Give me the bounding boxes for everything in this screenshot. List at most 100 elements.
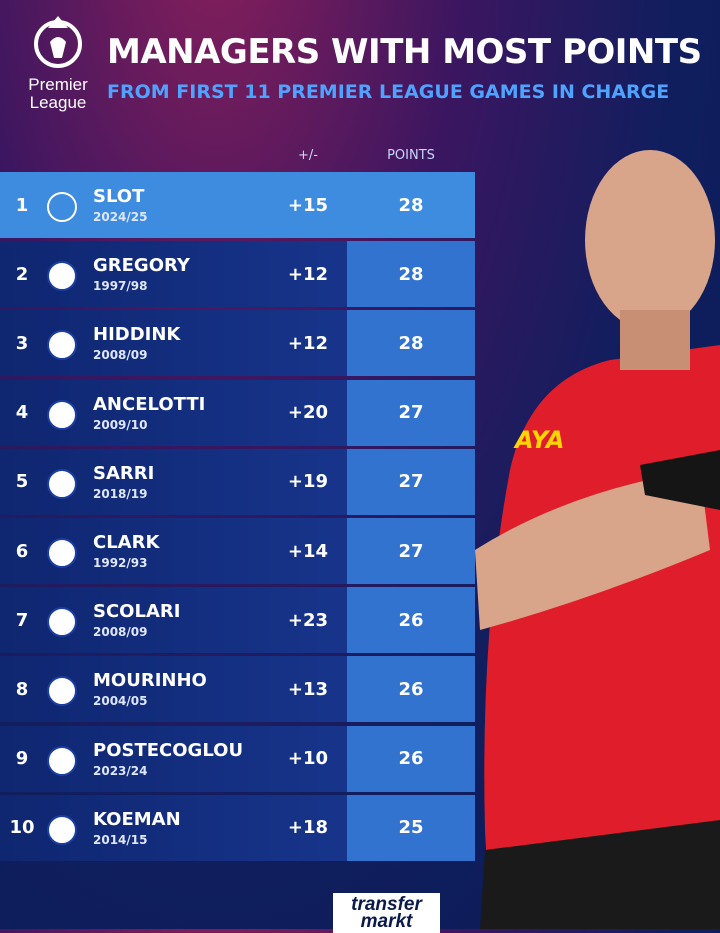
club-crest bbox=[47, 607, 77, 638]
rank: 10 bbox=[9, 817, 35, 839]
goal-difference: +15 bbox=[287, 194, 329, 216]
footer-logo-text: markt bbox=[360, 911, 413, 932]
points: 27 bbox=[398, 471, 424, 493]
manager-name: GREGORY bbox=[93, 255, 190, 277]
table-row: 10 KOEMAN 2014/15 +18 25 bbox=[0, 794, 475, 861]
manager-name: ANCELOTTI bbox=[93, 393, 206, 415]
manager-name: MOURINHO bbox=[93, 670, 207, 692]
points-cell bbox=[347, 379, 475, 446]
table-row: 1 SLOT 2024/25 +15 28 bbox=[0, 172, 475, 238]
season: 2008/09 bbox=[93, 625, 148, 640]
points: 28 bbox=[398, 332, 424, 354]
goal-difference: +12 bbox=[287, 263, 329, 285]
manager: POSTECOGLOU 2023/24 bbox=[93, 726, 243, 792]
table-row: 5 SARRI 2018/19 +19 27 bbox=[0, 448, 475, 515]
table-row: 2 GREGORY 1997/98 +12 28 bbox=[0, 241, 475, 308]
manager-name: HIDDINK bbox=[93, 324, 181, 346]
points: 28 bbox=[398, 263, 424, 285]
points-cell bbox=[347, 587, 475, 654]
club-crest bbox=[47, 814, 77, 845]
goal-difference: +19 bbox=[287, 471, 329, 493]
club-crest bbox=[47, 468, 77, 499]
manager: SARRI 2018/19 bbox=[93, 449, 154, 515]
points-cell bbox=[347, 794, 475, 861]
lion-crest bbox=[34, 16, 82, 68]
club-crest bbox=[47, 676, 77, 707]
subtitle: FROM FIRST 11 PREMIER LEAGUE GAMES IN CH… bbox=[107, 81, 670, 103]
manager-name: CLARK bbox=[93, 532, 160, 553]
rank: 7 bbox=[15, 609, 29, 631]
points: 26 bbox=[398, 678, 424, 700]
points: 25 bbox=[398, 817, 424, 839]
goal-difference: +23 bbox=[287, 609, 329, 631]
club-crest bbox=[47, 192, 77, 222]
club-crest bbox=[47, 261, 77, 292]
rank: 8 bbox=[15, 678, 29, 700]
points-cell bbox=[347, 725, 475, 792]
goal-difference: +14 bbox=[287, 540, 329, 562]
season: 2018/19 bbox=[93, 486, 148, 501]
manager: HIDDINK 2008/09 bbox=[93, 310, 180, 376]
table-row: 3 HIDDINK 2008/09 +12 28 bbox=[0, 310, 475, 377]
points: 27 bbox=[398, 540, 424, 562]
manager: SLOT 2024/25 bbox=[93, 172, 147, 238]
title: MANAGERS WITH MOST POINTS bbox=[107, 32, 702, 72]
season: 2008/09 bbox=[93, 348, 148, 363]
manager: MOURINHO 2004/05 bbox=[93, 656, 207, 722]
footer-logo-text: transfer bbox=[351, 894, 422, 915]
goal-difference: +12 bbox=[287, 332, 329, 354]
points-cell bbox=[347, 310, 475, 377]
manager: SCOLARI 2008/09 bbox=[93, 587, 180, 653]
rank: 9 bbox=[15, 748, 29, 770]
manager: KOEMAN 2014/15 bbox=[93, 795, 181, 861]
manager-photo: AYA bbox=[475, 150, 720, 929]
points-cell bbox=[347, 448, 475, 515]
rank: 4 bbox=[15, 402, 29, 424]
manager: GREGORY 1997/98 bbox=[93, 241, 190, 307]
season: 1997/98 bbox=[93, 279, 148, 294]
season: 1992/93 bbox=[93, 556, 148, 570]
table: 1 SLOT 2024/25 +15 28 2 GREGORY 1997/98 +12 28 3 HI… bbox=[0, 172, 475, 861]
points-cell bbox=[347, 518, 475, 584]
league-logo: Premier League bbox=[22, 14, 94, 112]
table-row: 4 ANCELOTTI 2009/10 +20 27 bbox=[0, 379, 475, 446]
table-row: 9 POSTECOGLOU 2023/24 +10 26 bbox=[0, 725, 475, 792]
goal-difference: +10 bbox=[287, 748, 329, 770]
club-crest bbox=[47, 399, 77, 430]
manager-name: SARRI bbox=[93, 462, 155, 484]
logo-text: League bbox=[29, 93, 87, 112]
manager-name: POSTECOGLOU bbox=[93, 739, 244, 761]
rank: 1 bbox=[15, 194, 29, 216]
rank: 5 bbox=[15, 471, 29, 493]
goal-difference: +18 bbox=[287, 817, 329, 839]
table-row: 7 SCOLARI 2008/09 +23 26 bbox=[0, 587, 475, 654]
points: 26 bbox=[398, 609, 424, 631]
logo-text: Premier bbox=[28, 75, 88, 94]
club-crest bbox=[47, 330, 77, 361]
footer-logo: transfer markt bbox=[333, 893, 440, 933]
goal-difference: +13 bbox=[287, 678, 329, 700]
points-cell bbox=[347, 241, 475, 308]
manager-name: SLOT bbox=[93, 186, 145, 207]
goal-difference: +20 bbox=[287, 402, 329, 424]
column-header: +/- bbox=[298, 148, 318, 163]
rank: 2 bbox=[15, 263, 29, 285]
table-row: 8 MOURINHO 2004/05 +13 26 bbox=[0, 656, 475, 723]
manager: CLARK 1992/93 bbox=[93, 518, 159, 584]
column-header: POINTS bbox=[387, 148, 435, 163]
club-crest bbox=[47, 538, 77, 568]
manager: ANCELOTTI 2009/10 bbox=[93, 380, 205, 446]
season: 2009/10 bbox=[93, 417, 148, 432]
sponsor-mark: AYA bbox=[513, 426, 564, 454]
season: 2024/25 bbox=[93, 210, 148, 224]
points-cell bbox=[347, 656, 475, 723]
manager-name: SCOLARI bbox=[93, 601, 181, 623]
season: 2004/05 bbox=[93, 694, 148, 709]
rank: 3 bbox=[15, 332, 29, 354]
season: 2014/15 bbox=[93, 832, 148, 847]
club-crest bbox=[47, 745, 77, 776]
season: 2023/24 bbox=[93, 763, 148, 778]
points: 27 bbox=[398, 402, 424, 424]
points: 28 bbox=[398, 194, 424, 216]
